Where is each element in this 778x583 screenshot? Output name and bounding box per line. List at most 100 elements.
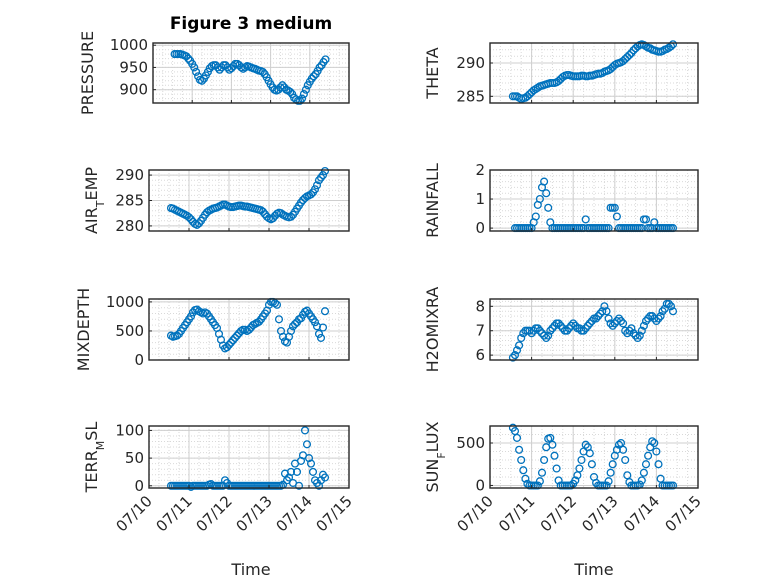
data-point [598,307,607,316]
data-point [215,65,224,74]
data-point [288,322,298,331]
y-tick-label: 900 [119,81,148,99]
data-point [639,468,648,477]
data-point [533,324,542,333]
data-point [668,307,678,316]
data-point [535,194,544,204]
data-point [581,324,590,333]
data-point [312,181,322,190]
data-point [527,329,536,338]
data-point [548,324,557,333]
y-tick-label: 950 [119,58,148,76]
data-point [290,319,300,329]
data-point [223,63,232,72]
data-point [297,94,307,103]
data-point [182,52,191,61]
data-point [569,319,578,328]
y-tick-label: 500 [456,434,485,452]
figure-title: Figure 3 medium [170,14,332,34]
data-point [525,90,534,99]
x-tick-label: 07/14 [273,492,316,535]
axes-box [152,42,350,104]
data-point [668,40,678,49]
subplot-air-temp: 280 285 290 AIRTEMP [82,166,350,235]
data-point [300,193,310,203]
data-point [294,481,304,490]
y-tick-label: 0 [475,219,485,237]
data-point [656,312,665,321]
data-point [320,307,330,316]
data-point [587,316,596,326]
y-axis-label: PRESSURE [78,31,97,115]
data-point [575,464,584,473]
data-point [556,321,565,330]
subplot-theta: 285 290 THETA [423,40,699,105]
data-point [585,449,594,458]
data-point [310,185,320,194]
axes-box [489,425,699,489]
data-point [229,62,238,71]
data-point [619,319,628,328]
x-tick-label: 07/13 [578,492,621,535]
data-point [237,63,246,72]
data-point [619,56,628,66]
data-point [258,207,268,216]
x-tick-label: 07/10 [113,492,156,535]
data-point [300,426,310,435]
data-point [540,331,549,340]
data-point [309,72,318,81]
data-point [512,433,522,442]
data-point [571,321,580,330]
data-point [621,455,630,465]
data-point [602,307,611,316]
data-point [519,466,528,475]
data-point [276,209,286,218]
y-tick-label: 2 [475,161,485,179]
y-tick-label: 290 [115,166,144,184]
data-point [633,333,642,343]
data-point [186,312,196,321]
data-point [581,215,590,224]
x-tick-label: 07/12 [537,492,580,535]
data-point [286,467,296,476]
data-point [606,468,615,477]
data-point [302,440,312,449]
y-tick-label: 1000 [106,293,144,311]
data-point [186,215,196,224]
data-point [602,481,611,490]
data-point [614,314,624,323]
x-tick-label: 07/14 [620,492,663,535]
data-point [222,343,232,352]
axes-box [148,425,350,489]
x-tick-label: 07/11 [153,492,196,535]
data-point [606,64,615,74]
data-point [535,477,544,486]
data-point [226,338,236,347]
data-point [594,312,603,321]
data-point [648,437,657,446]
data-point [308,467,318,476]
data-point [314,481,324,490]
data-point [286,212,296,221]
x-axis-label-left: Time [230,560,270,579]
y-tick-label: 0 [475,476,485,494]
data-point [641,316,651,326]
data-point [668,481,678,490]
data-point [641,460,651,469]
y-axis-label: SUNFLUX [423,421,448,492]
data-point [278,332,288,341]
data-point [274,315,284,324]
data-point [625,326,634,335]
data-point [184,213,194,222]
data-point [658,307,667,316]
data-point [232,331,242,340]
subplot-mixdepth: 0 500 1000 MIXDEPTH [74,288,350,371]
x-tick-label: 07/15 [313,492,356,535]
data-point [664,299,673,308]
data-point [666,302,676,311]
data-point [546,326,555,335]
x-tick-label: 07/10 [454,492,497,535]
x-axis-label-right: Time [573,560,613,579]
y-axis-label: AIRTEMP [82,167,107,234]
